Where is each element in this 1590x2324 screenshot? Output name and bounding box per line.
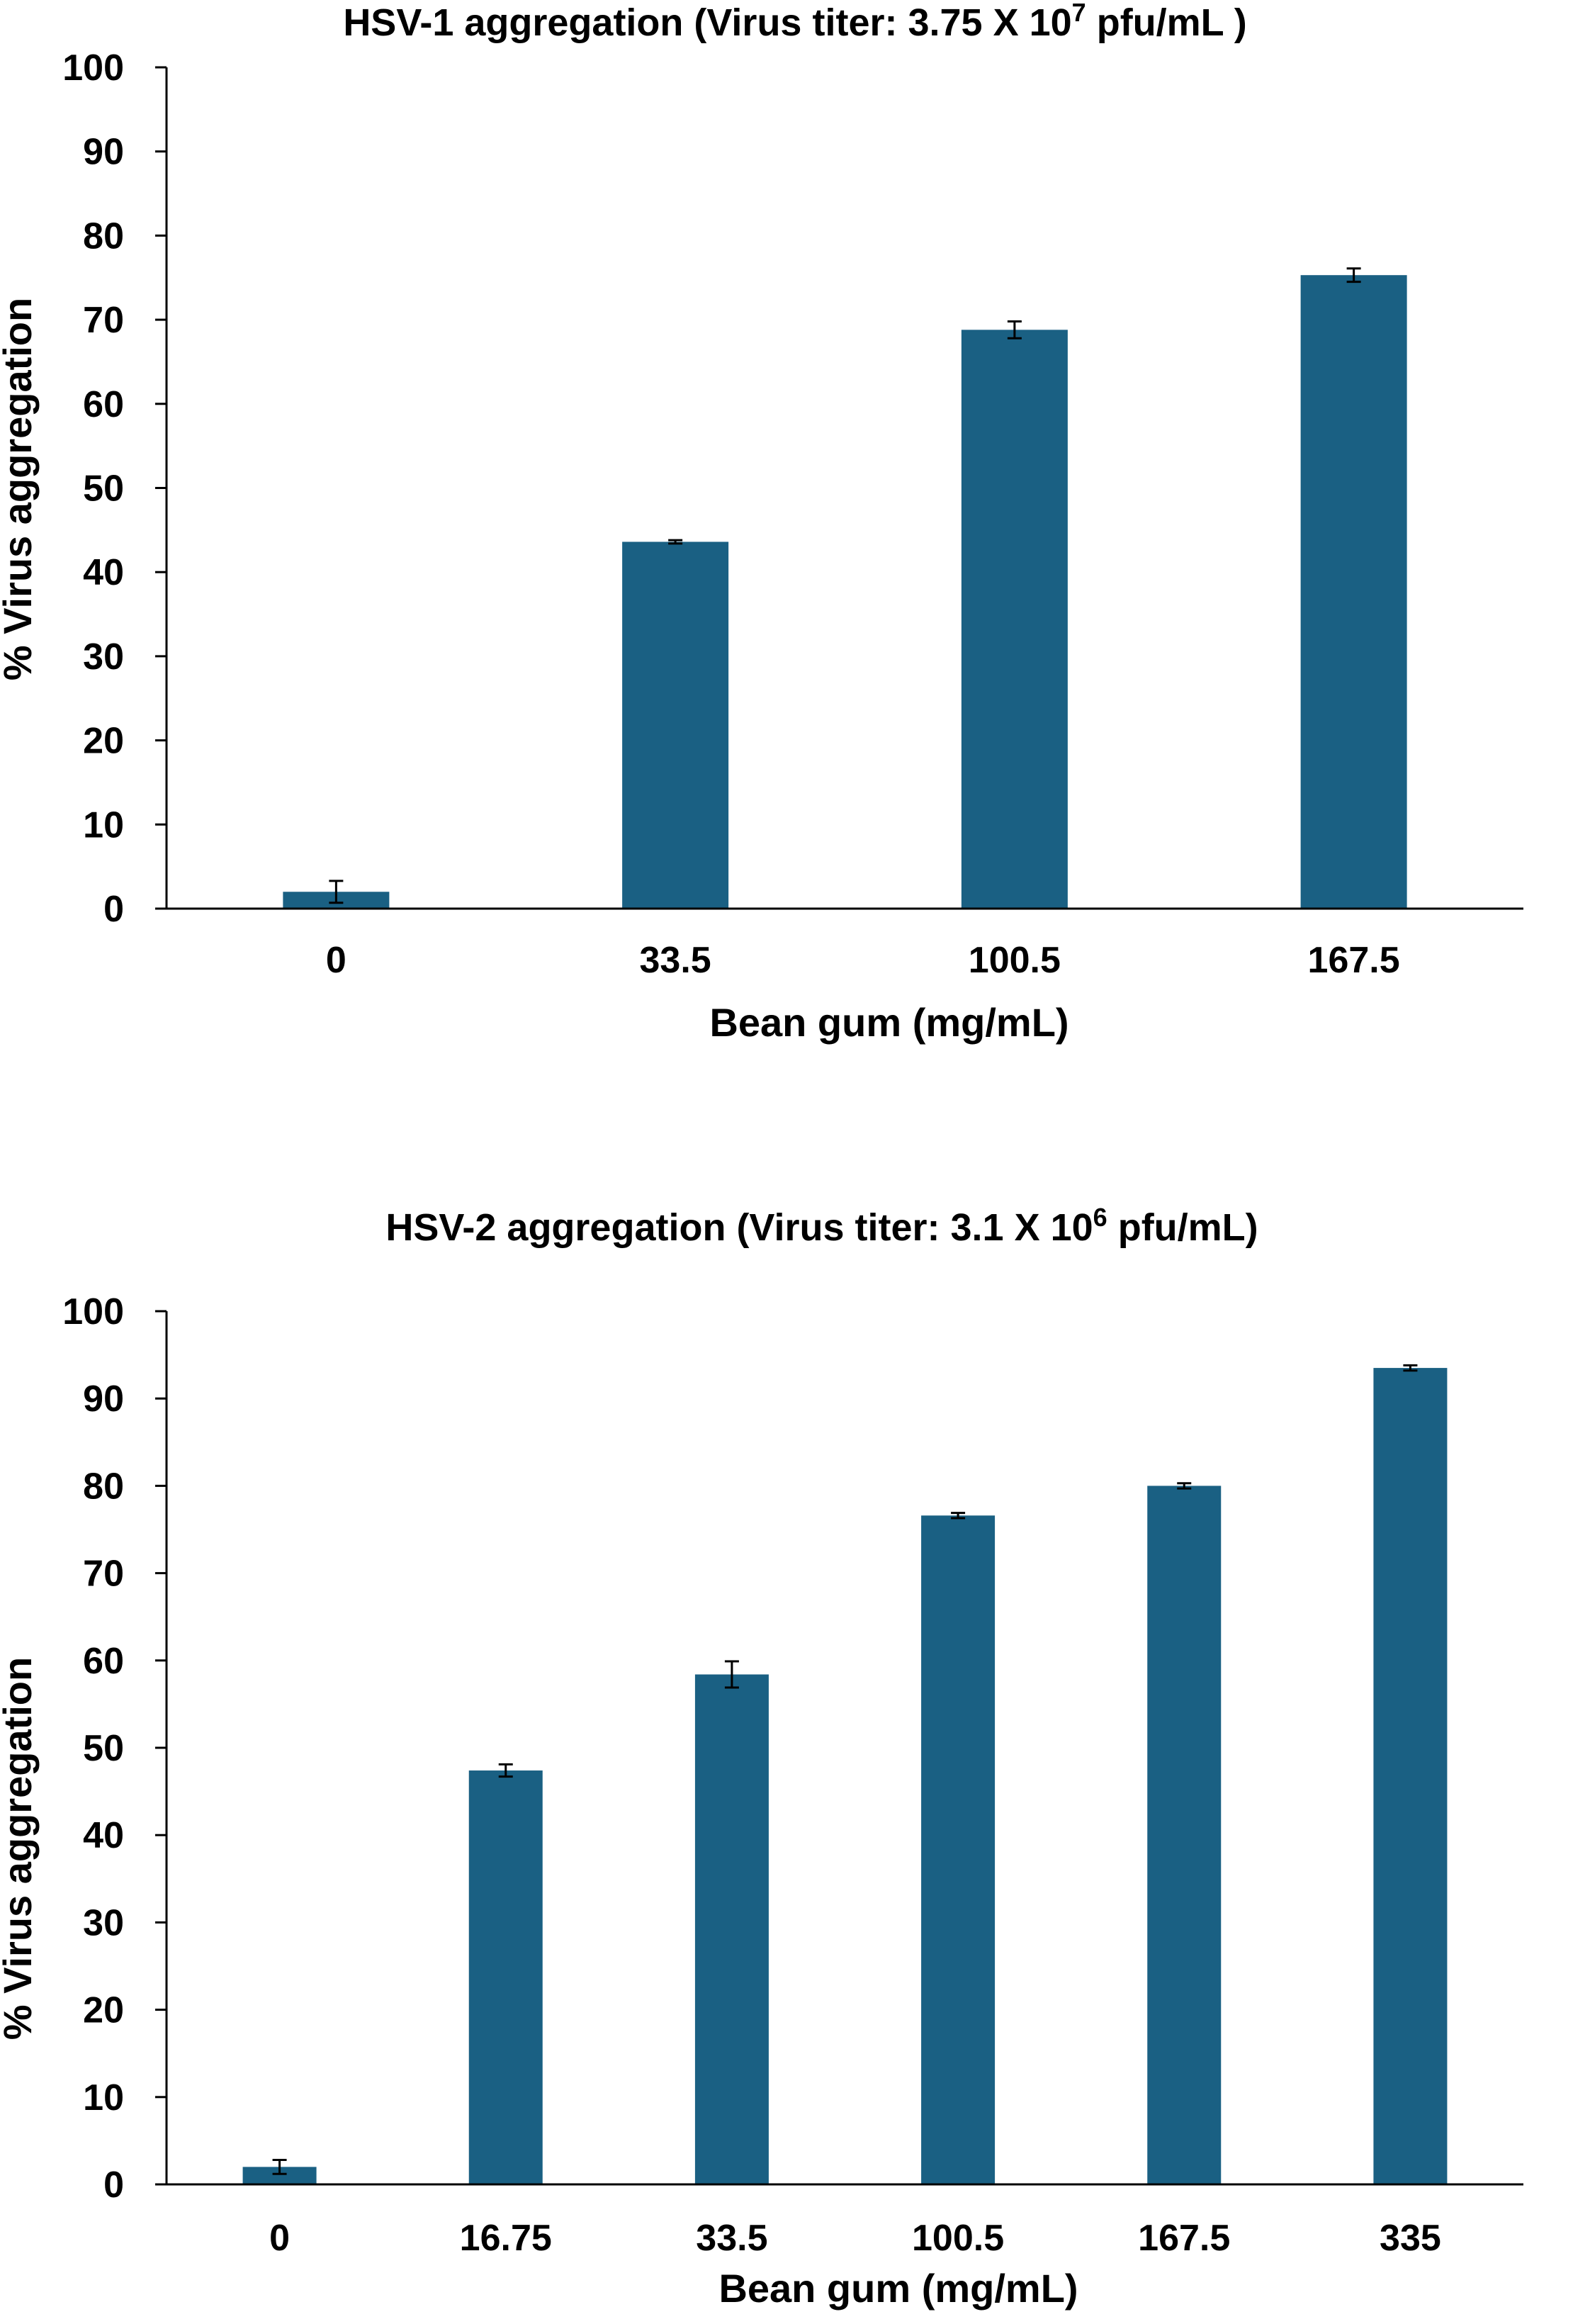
y-tick-label: 100 [62,47,124,89]
y-tick-label: 70 [83,1554,124,1595]
plot-area: 0 10 20 30 40 50 60 70 80 90 100 0 33.5 100.5 167.5 [62,47,1523,981]
y-tick-label: 100 [62,1291,124,1332]
y-tick-label: 10 [83,2077,124,2118]
x-tick-label: 100.5 [969,940,1061,981]
y-tick-label: 70 [83,300,124,341]
bar [468,1770,543,2184]
y-tick-label: 10 [83,804,124,846]
plot-area: 0 10 20 30 40 50 60 70 80 90 100 0 16.75 33.5 100.5 167… [62,1291,1523,2259]
x-tick-label: 100.5 [912,2218,1004,2259]
y-tick-label: 0 [103,889,124,930]
y-tick-label: 30 [83,636,124,678]
x-tick-label: 33.5 [696,2218,767,2259]
chart-title: HSV-2 aggregation (Virus titer: 3.1 X 10… [385,1203,1258,1249]
y-tick-label: 40 [83,552,124,593]
y-tick-label: 20 [83,721,124,762]
y-tick-label: 20 [83,1990,124,2031]
x-tick-label: 16.75 [460,2218,552,2259]
y-tick-label: 30 [83,1902,124,1943]
y-tick-label: 90 [83,1379,124,1420]
x-axis-label: Bean gum (mg/mL) [709,1000,1069,1045]
y-tick-label: 80 [83,215,124,257]
y-tick-label: 50 [83,1728,124,1769]
chart-panel-hsv2: HSV-2 aggregation (Virus titer: 3.1 X 10… [0,1198,1590,2324]
bar [622,541,729,909]
y-axis-label: % Virus aggregation [0,1657,40,2040]
chart-panel-hsv1: HSV-1 aggregation (Virus titer: 3.75 X 1… [0,0,1590,1106]
x-tick-label: 335 [1380,2218,1441,2259]
bar [961,330,1068,909]
y-tick-label: 50 [83,468,124,510]
y-tick-label: 60 [83,384,124,425]
x-tick-label: 0 [326,940,346,981]
x-tick-label: 33.5 [640,940,711,981]
x-tick-label: 167.5 [1308,940,1400,981]
y-tick-label: 90 [83,132,124,173]
y-tick-label: 40 [83,1815,124,1856]
bar [921,1515,996,2184]
x-tick-label: 0 [269,2218,290,2259]
y-axis-label: % Virus aggregation [0,298,40,680]
bar [694,1674,769,2184]
y-tick-label: 60 [83,1641,124,1682]
y-tick-label: 80 [83,1466,124,1507]
x-axis-label: Bean gum (mg/mL) [718,2266,1078,2311]
bar [1300,275,1407,909]
hsv1-chart: HSV-1 aggregation (Virus titer: 3.75 X 1… [0,0,1523,1045]
bar [1373,1368,1448,2184]
chart-title: HSV-1 aggregation (Virus titer: 3.75 X 1… [343,0,1246,44]
x-tick-label: 167.5 [1138,2218,1230,2259]
bar [1147,1486,1222,2184]
hsv2-chart: HSV-2 aggregation (Virus titer: 3.1 X 10… [0,1203,1523,2311]
y-tick-label: 0 [103,2165,124,2206]
